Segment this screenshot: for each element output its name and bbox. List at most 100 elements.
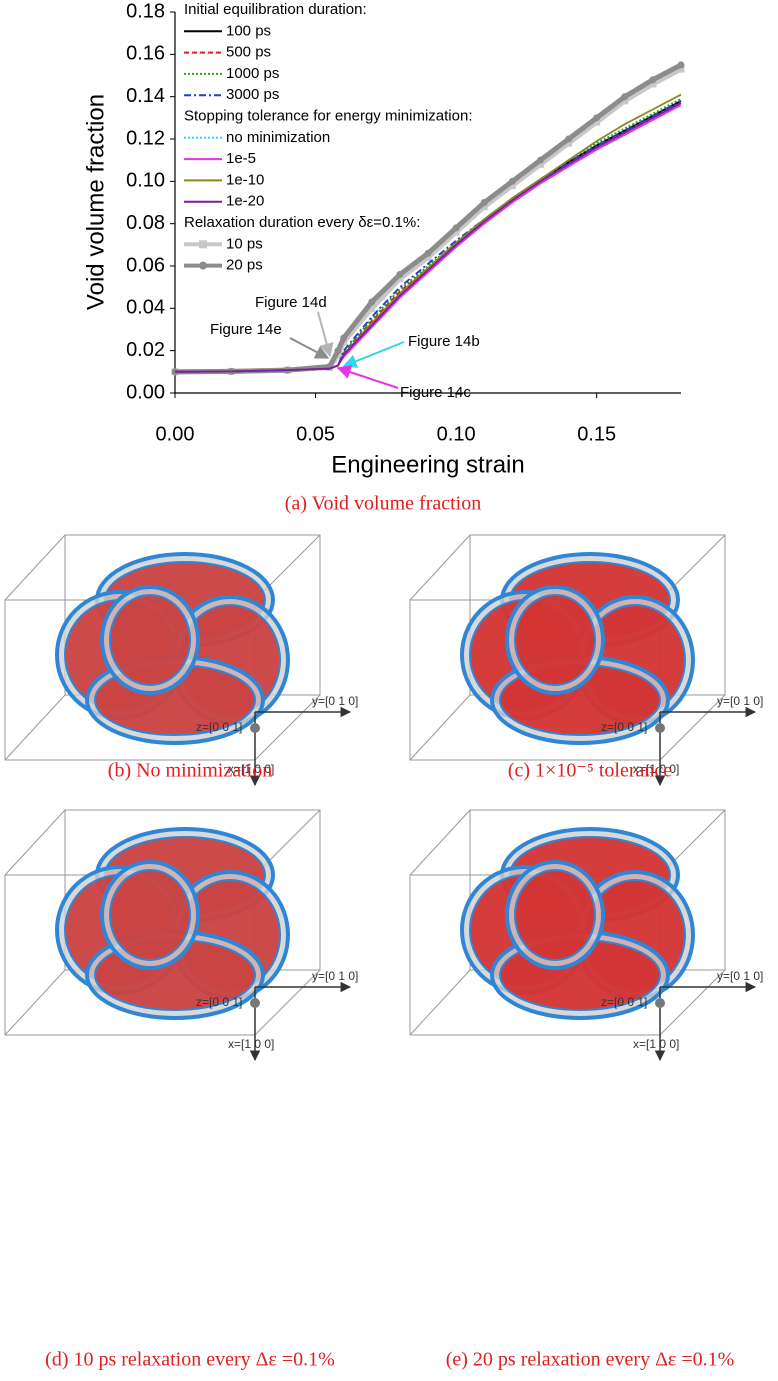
void-core xyxy=(109,594,191,686)
y-tick-label: 0.12 xyxy=(126,127,165,149)
annotation: Figure 14c xyxy=(400,384,471,401)
point xyxy=(593,118,601,126)
panel-caption: (d) 10 ps relaxation every Δε =0.1% xyxy=(45,1349,335,1371)
rendering: z=[0 0 1] y=[0 1 0] x=[1 0 0] xyxy=(409,534,763,787)
point xyxy=(536,156,544,164)
annotation-arrow xyxy=(317,311,334,358)
panels: z=[0 0 1]y=[0 1 0]x=[1 0 0](b) No minimi… xyxy=(4,534,763,1371)
annotation-arrow xyxy=(336,365,399,389)
axis-label: x=[1 0 0] xyxy=(228,762,274,776)
legend-marker xyxy=(199,240,207,249)
y-tick-label: 0.08 xyxy=(126,212,165,234)
axis-label: z=[0 0 1] xyxy=(601,720,647,734)
legend-heading: Stopping tolerance for energy minimizati… xyxy=(184,107,473,124)
point xyxy=(424,254,432,262)
legend-label: 1e-20 xyxy=(226,193,264,210)
legend-label: 1e-10 xyxy=(226,171,264,188)
y-axis-label: Void volume fraction xyxy=(82,94,109,310)
axis-origin xyxy=(250,998,260,1008)
axis-label: z=[0 0 1] xyxy=(196,995,242,1009)
legend-label: 1000 ps xyxy=(226,65,279,82)
panel-caption: (e) 20 ps relaxation every Δε =0.1% xyxy=(446,1349,735,1371)
point xyxy=(621,93,629,101)
legend-marker xyxy=(199,261,207,270)
legend-label: no minimization xyxy=(226,129,330,146)
rendering: z=[0 0 1] y=[0 1 0] x=[1 0 0] xyxy=(409,809,763,1062)
x-tick-label: 0.15 xyxy=(577,423,616,445)
void-core xyxy=(514,869,596,961)
annotation-arrow xyxy=(289,337,330,359)
point xyxy=(480,203,488,211)
axis-origin xyxy=(250,723,260,733)
point xyxy=(424,249,432,257)
axis-label: x=[1 0 0] xyxy=(228,1037,274,1051)
legend-label: 20 ps xyxy=(226,257,263,274)
y-tick-label: 0.14 xyxy=(126,85,165,107)
x-tick-label: 0.00 xyxy=(156,423,195,445)
legend-label: 1e-5 xyxy=(226,150,256,167)
legend-heading: Relaxation duration every δε=0.1%: xyxy=(184,214,420,231)
axis-label: y=[0 1 0] xyxy=(717,694,763,708)
series-line xyxy=(174,62,683,375)
point xyxy=(565,135,573,143)
void-core xyxy=(514,594,596,686)
y-tick-label: 0.04 xyxy=(126,297,165,319)
point xyxy=(396,270,404,278)
axis-label: x=[1 0 0] xyxy=(633,1037,679,1051)
annotation: Figure 14b xyxy=(408,333,480,350)
axis-label: y=[0 1 0] xyxy=(717,969,763,983)
point xyxy=(340,334,348,342)
axis-label: y=[0 1 0] xyxy=(312,694,358,708)
legend-label: 3000 ps xyxy=(226,86,279,103)
rendering: z=[0 0 1] y=[0 1 0] x=[1 0 0] xyxy=(4,809,358,1062)
rendering: z=[0 0 1] y=[0 1 0] x=[1 0 0] xyxy=(4,534,358,787)
y-tick-label: 0.06 xyxy=(126,254,165,276)
x-axis-label: Engineering strain xyxy=(331,451,524,478)
annotation-arrow xyxy=(342,341,405,368)
y-tick-label: 0.02 xyxy=(126,339,165,361)
x-tick-label: 0.10 xyxy=(437,423,476,445)
legend-label: 10 ps xyxy=(226,235,263,252)
annotation: Figure 14e xyxy=(210,321,282,338)
series-line xyxy=(174,100,682,373)
point xyxy=(677,61,685,69)
y-tick-label: 0.00 xyxy=(126,381,165,403)
y-tick-label: 0.10 xyxy=(126,170,165,192)
point xyxy=(368,298,376,306)
axis-origin xyxy=(655,723,665,733)
point xyxy=(649,76,657,84)
point xyxy=(396,275,404,283)
y-tick-label: 0.18 xyxy=(126,0,165,22)
point xyxy=(649,80,657,88)
point xyxy=(452,228,460,236)
point xyxy=(334,347,342,355)
annotation: Figure 14d xyxy=(255,294,327,311)
void-core xyxy=(109,869,191,961)
axis-label: z=[0 0 1] xyxy=(196,720,242,734)
axis-origin xyxy=(655,998,665,1008)
legend-label: 100 ps xyxy=(226,22,271,39)
point xyxy=(593,114,601,122)
point xyxy=(677,65,685,73)
point xyxy=(508,177,516,185)
x-tick-label: 0.05 xyxy=(296,423,335,445)
chart-caption: (a) Void volume fraction xyxy=(285,493,481,515)
point xyxy=(536,160,544,168)
point xyxy=(480,199,488,206)
legend-heading: Initial equilibration duration: xyxy=(184,1,367,18)
axis-label: x=[1 0 0] xyxy=(633,762,679,776)
point xyxy=(368,304,376,312)
point xyxy=(508,182,516,190)
point xyxy=(621,97,629,105)
panel-caption: (b) No minimization xyxy=(108,760,272,782)
axis-label: y=[0 1 0] xyxy=(312,969,358,983)
axis-label: z=[0 0 1] xyxy=(601,995,647,1009)
y-tick-label: 0.16 xyxy=(126,43,165,65)
panel-caption: (c) 1×10⁻⁵ tolerance xyxy=(508,760,672,782)
series-line xyxy=(174,102,682,373)
point xyxy=(171,368,179,376)
point xyxy=(452,224,460,232)
legend-label: 500 ps xyxy=(226,44,271,61)
point xyxy=(565,139,573,147)
